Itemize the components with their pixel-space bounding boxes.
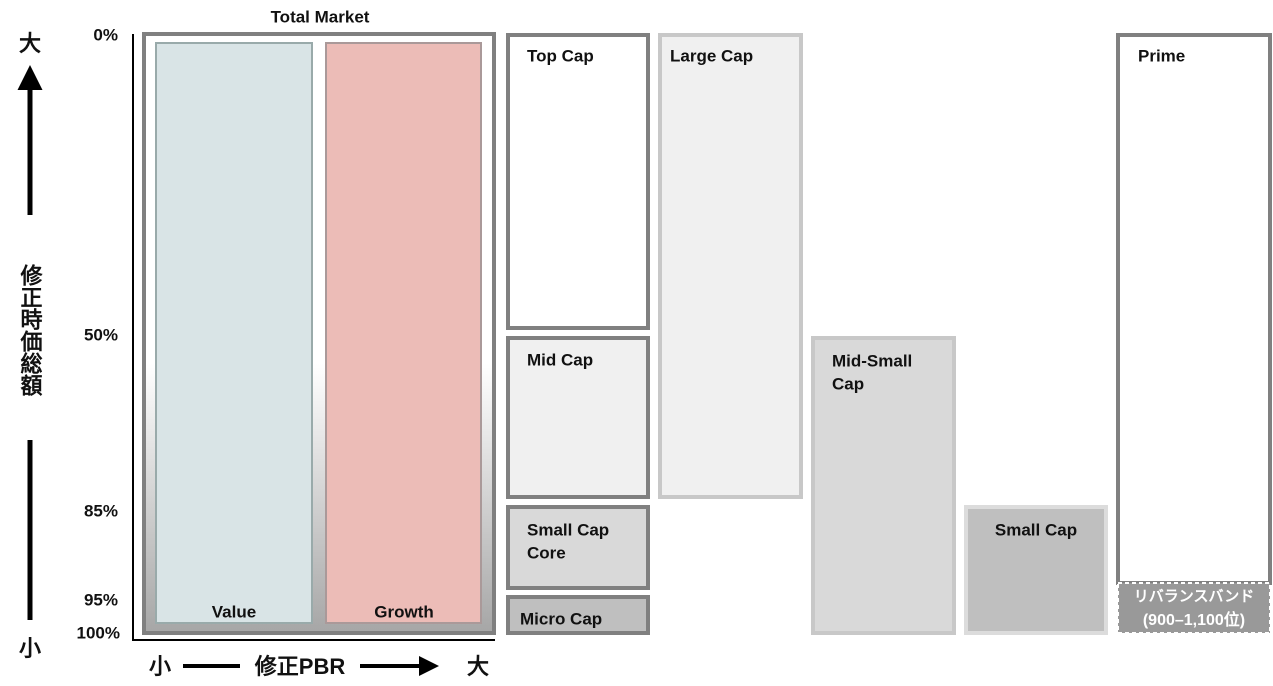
tick-label: 100% — [77, 623, 120, 642]
mid-small-cap-box — [811, 336, 956, 635]
box-label: Small Cap — [527, 520, 609, 539]
x-title: 修正PBR — [254, 654, 346, 679]
box-label: Mid-Small — [832, 351, 912, 370]
box-label: Prime — [1138, 46, 1185, 65]
box-label: Cap — [832, 374, 864, 393]
tick-label: 95% — [84, 590, 118, 609]
top-cap-box — [506, 33, 650, 330]
growth-label: Growth — [374, 602, 434, 621]
band-label: (900–1,100位) — [1143, 610, 1245, 629]
large-cap-box — [658, 33, 803, 499]
total-market-title: Total Market — [271, 7, 370, 26]
growth-box — [325, 42, 482, 624]
box-label: Mid Cap — [527, 350, 593, 369]
value-box — [155, 42, 313, 624]
rebalance-band — [1117, 582, 1271, 634]
box-label: Core — [527, 543, 566, 562]
small-cap-box — [964, 505, 1108, 635]
tick-label: 0% — [93, 25, 118, 44]
x-left-label: 小 — [149, 654, 171, 679]
y-bottom-label: 小 — [19, 636, 41, 661]
box-label: Large Cap — [670, 46, 753, 65]
box-label: Small Cap — [995, 520, 1077, 539]
y-top-label: 大 — [19, 31, 41, 56]
small-cap-core-box — [506, 505, 650, 590]
tick-label: 50% — [84, 325, 118, 344]
mid-cap-box — [506, 336, 650, 499]
x-right-label: 大 — [467, 654, 489, 679]
value-label: Value — [212, 602, 256, 621]
box-label: Micro Cap — [520, 609, 602, 628]
band-label: リバランスバンド — [1134, 588, 1254, 605]
box-label: Top Cap — [527, 46, 594, 65]
prime-box — [1116, 33, 1272, 585]
tick-label: 85% — [84, 501, 118, 520]
micro-cap-box — [506, 595, 650, 635]
y-title: 修正時価総額 — [18, 263, 44, 397]
